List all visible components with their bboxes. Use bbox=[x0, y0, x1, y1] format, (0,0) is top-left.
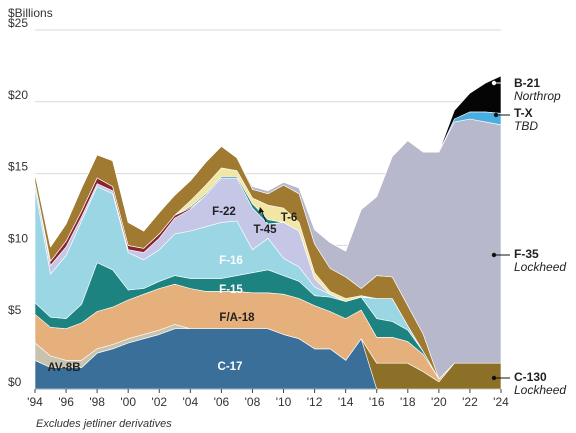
label-t-6: T-6 bbox=[281, 212, 298, 224]
t-45-arrow-head bbox=[258, 207, 264, 213]
x-tick-label: '98 bbox=[89, 395, 105, 409]
x-tick-label: '08 bbox=[245, 395, 261, 409]
unit-label: $Billions bbox=[8, 6, 53, 20]
x-tick-label: '20 bbox=[431, 395, 447, 409]
x-tick-label: '12 bbox=[307, 395, 323, 409]
label-av-8b: AV-8B bbox=[47, 362, 80, 374]
label-t-45: T-45 bbox=[253, 224, 277, 236]
label-b-21-maker: Northrop bbox=[514, 89, 561, 103]
label-f-35-maker: Lockheed bbox=[514, 260, 566, 274]
f-35-dot bbox=[491, 252, 497, 258]
t-x-dot bbox=[493, 112, 499, 118]
label-f-22: F-22 bbox=[212, 206, 236, 218]
label-f-16: F-16 bbox=[219, 255, 243, 267]
x-tick-label: '14 bbox=[338, 395, 354, 409]
right-series-labels: B-21 Northrop T-X TBD F-35 Lockheed C-13… bbox=[491, 76, 566, 397]
x-tick-label: '94 bbox=[27, 395, 43, 409]
label-c-17: C-17 bbox=[218, 361, 243, 373]
x-tick-label: '10 bbox=[276, 395, 292, 409]
y-tick-label: $0 bbox=[8, 375, 22, 389]
c-130-dot bbox=[491, 375, 497, 381]
x-tick-label: '24 bbox=[493, 395, 509, 409]
label-t-x: T-X bbox=[514, 106, 533, 120]
label-t-x-maker: TBD bbox=[514, 119, 538, 133]
y-tick-label: $25 bbox=[8, 16, 28, 30]
y-tick-label: $10 bbox=[8, 231, 28, 245]
x-tick-label: '96 bbox=[58, 395, 74, 409]
label-f-35: F-35 bbox=[514, 247, 539, 261]
x-tick-label: '02 bbox=[151, 395, 167, 409]
b-21-dot bbox=[491, 80, 497, 86]
y-tick-label: $5 bbox=[8, 303, 22, 317]
x-tick-label: '16 bbox=[369, 395, 385, 409]
t-45-arrow bbox=[261, 211, 267, 223]
y-axis-ticks: $0 $5 $10 $15 $20 $25 bbox=[8, 16, 28, 389]
area-b-21 bbox=[34, 75, 502, 252]
label-f-a-18: F/A-18 bbox=[219, 312, 255, 324]
label-c-130: C-130 bbox=[514, 370, 547, 384]
x-tick-label: '00 bbox=[120, 395, 136, 409]
label-f-15: F-15 bbox=[219, 284, 243, 296]
label-b-21: B-21 bbox=[514, 76, 540, 90]
x-axis-ticks: '94 '96 '98 '00 '02 '04 '06 '08 '10 '12 '14 '16 '18 '… bbox=[27, 389, 509, 409]
label-c-130-maker: Lockheed bbox=[514, 383, 566, 397]
footnote: Excludes jetliner derivatives bbox=[36, 418, 172, 430]
inline-series-labels: C-17 AV-8B F/A-18 F-15 F-16 F-22 T-45 T-… bbox=[47, 206, 297, 374]
x-tick-label: '06 bbox=[214, 395, 230, 409]
y-tick-label: $15 bbox=[8, 160, 28, 174]
x-tick-label: '22 bbox=[462, 395, 478, 409]
areas bbox=[34, 75, 502, 390]
y-tick-label: $20 bbox=[8, 88, 28, 102]
x-tick-label: '04 bbox=[183, 395, 199, 409]
x-tick-label: '18 bbox=[400, 395, 416, 409]
